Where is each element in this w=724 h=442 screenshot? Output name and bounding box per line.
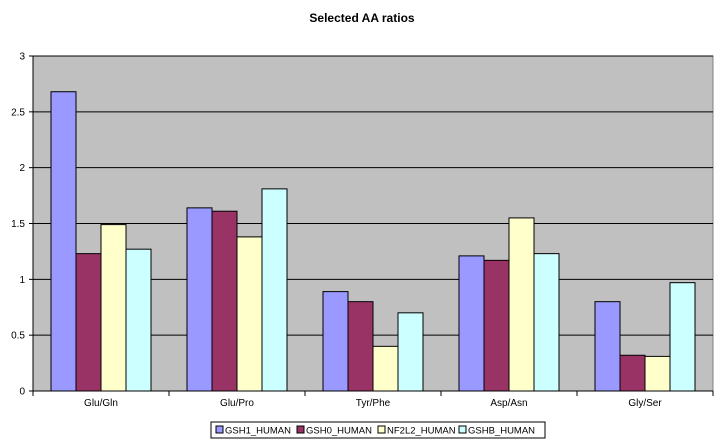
bar bbox=[100, 224, 127, 392]
legend-label: GSHB_HUMAN bbox=[468, 426, 535, 437]
x-tick-label: Glu/Gln bbox=[84, 398, 118, 409]
bar bbox=[644, 355, 671, 392]
y-tick-label: 0.5 bbox=[11, 331, 25, 342]
y-tick-label: 2 bbox=[19, 163, 25, 174]
bar bbox=[483, 259, 510, 392]
bar bbox=[508, 217, 535, 392]
y-tick-label: 0 bbox=[19, 387, 25, 398]
bars bbox=[50, 91, 696, 392]
bar bbox=[50, 91, 77, 392]
legend-swatch bbox=[296, 425, 305, 434]
y-tick-label: 1 bbox=[19, 275, 25, 286]
y-tick-label: 2.5 bbox=[11, 107, 25, 118]
bar bbox=[347, 301, 374, 392]
bar bbox=[594, 301, 621, 392]
bar bbox=[236, 236, 263, 392]
bar bbox=[75, 253, 102, 392]
bar bbox=[533, 253, 560, 392]
bar bbox=[211, 210, 238, 392]
legend-swatch bbox=[215, 425, 224, 434]
bar bbox=[186, 207, 213, 392]
chart-title: Selected AA ratios bbox=[309, 11, 414, 25]
legend-label: GSH0_HUMAN bbox=[306, 426, 372, 437]
bar bbox=[322, 291, 349, 392]
x-tick-label: Glu/Pro bbox=[220, 398, 254, 409]
legend: GSH1_HUMAN GSH0_HUMAN NF2L2_HUMAN GSHB_HUMA… bbox=[210, 421, 546, 439]
y-tick-label: 3 bbox=[19, 52, 25, 63]
legend-label: NF2L2_HUMAN bbox=[387, 426, 456, 437]
y-tick-label: 1.5 bbox=[11, 219, 25, 230]
bar bbox=[619, 354, 646, 392]
x-tick-label: Gly/Ser bbox=[628, 398, 662, 409]
bar bbox=[261, 188, 288, 392]
bar bbox=[458, 255, 485, 392]
x-tick-label: Asp/Asn bbox=[490, 398, 527, 409]
x-tick-label: Tyr/Phe bbox=[356, 398, 391, 409]
bar bbox=[397, 312, 424, 392]
legend-label: GSH1_HUMAN bbox=[225, 426, 291, 437]
bar bbox=[669, 282, 696, 392]
legend-swatch bbox=[458, 425, 467, 434]
legend-swatch bbox=[377, 425, 386, 434]
bar bbox=[372, 345, 399, 392]
bar bbox=[125, 248, 152, 392]
